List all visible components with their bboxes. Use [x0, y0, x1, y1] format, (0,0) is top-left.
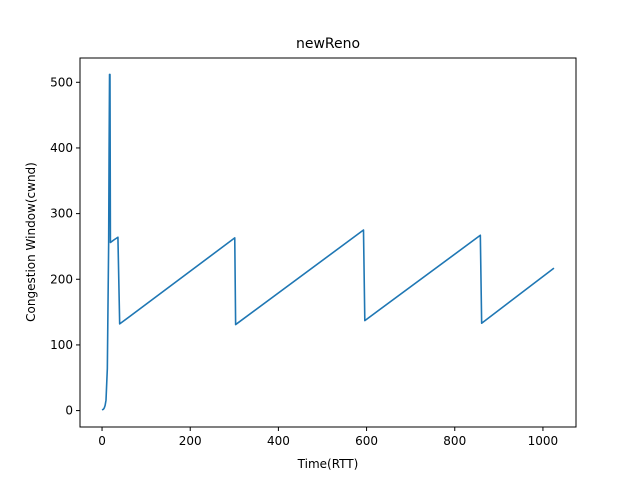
y-tick-label: 0: [65, 404, 73, 418]
plot-frame: [79, 57, 577, 428]
x-tick-label: 0: [98, 434, 106, 448]
y-tick-label: 100: [50, 338, 73, 352]
x-tick-label: 200: [179, 434, 202, 448]
x-tick-label: 800: [443, 434, 466, 448]
series-line: [101, 73, 555, 411]
axis-ticks: 0 200 400 600 800 1000 0 100 200 300 400 500: [50, 75, 558, 448]
y-tick-label: 300: [50, 207, 73, 221]
y-tick-label: 500: [50, 75, 73, 89]
x-tick-label: 1000: [528, 434, 559, 448]
x-axis-label: Time(RTT): [297, 457, 359, 471]
x-tick-label: 400: [267, 434, 290, 448]
plot-area: [101, 73, 555, 411]
y-tick-label: 200: [50, 272, 73, 286]
y-tick-label: 400: [50, 141, 73, 155]
chart-title: newReno: [296, 36, 360, 52]
x-tick-label: 600: [355, 434, 378, 448]
y-axis-label: Congestion Window(cwnd): [24, 162, 38, 322]
